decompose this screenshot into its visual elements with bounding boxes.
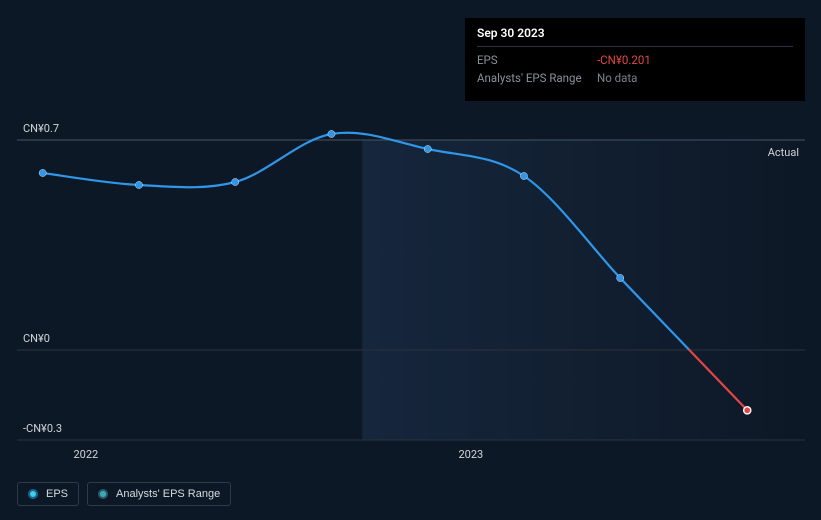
eps-chart-container: CN¥0.7 CN¥0 -CN¥0.3 2022 2023 Actual Sep 30 2… <box>0 0 821 520</box>
legend-label: EPS <box>46 488 68 500</box>
tooltip-row-label: Analysts' EPS Range <box>477 71 597 85</box>
svg-text:-CN¥0.3: -CN¥0.3 <box>23 422 62 435</box>
tooltip-row-range: Analysts' EPS Range No data <box>477 69 793 87</box>
svg-text:CN¥0: CN¥0 <box>23 332 50 345</box>
tooltip-row-eps: EPS -CN¥0.201 <box>477 51 793 69</box>
tooltip-date: Sep 30 2023 <box>477 26 793 47</box>
legend-item-analysts-range[interactable]: Analysts' EPS Range <box>87 482 231 506</box>
legend-swatch-analysts-range <box>98 489 108 499</box>
svg-text:CN¥0.7: CN¥0.7 <box>23 122 59 135</box>
svg-text:2022: 2022 <box>74 448 99 461</box>
legend-swatch-eps <box>28 489 38 499</box>
chart-tooltip: Sep 30 2023 EPS -CN¥0.201 Analysts' EPS … <box>465 18 805 101</box>
svg-text:2023: 2023 <box>459 448 484 461</box>
svg-text:Actual: Actual <box>768 146 799 159</box>
legend-label: Analysts' EPS Range <box>116 488 220 500</box>
chart-legend: EPS Analysts' EPS Range <box>17 482 231 506</box>
tooltip-row-label: EPS <box>477 53 597 67</box>
legend-item-eps[interactable]: EPS <box>17 482 79 506</box>
tooltip-row-value: No data <box>597 71 637 85</box>
tooltip-row-value: -CN¥0.201 <box>597 53 651 67</box>
